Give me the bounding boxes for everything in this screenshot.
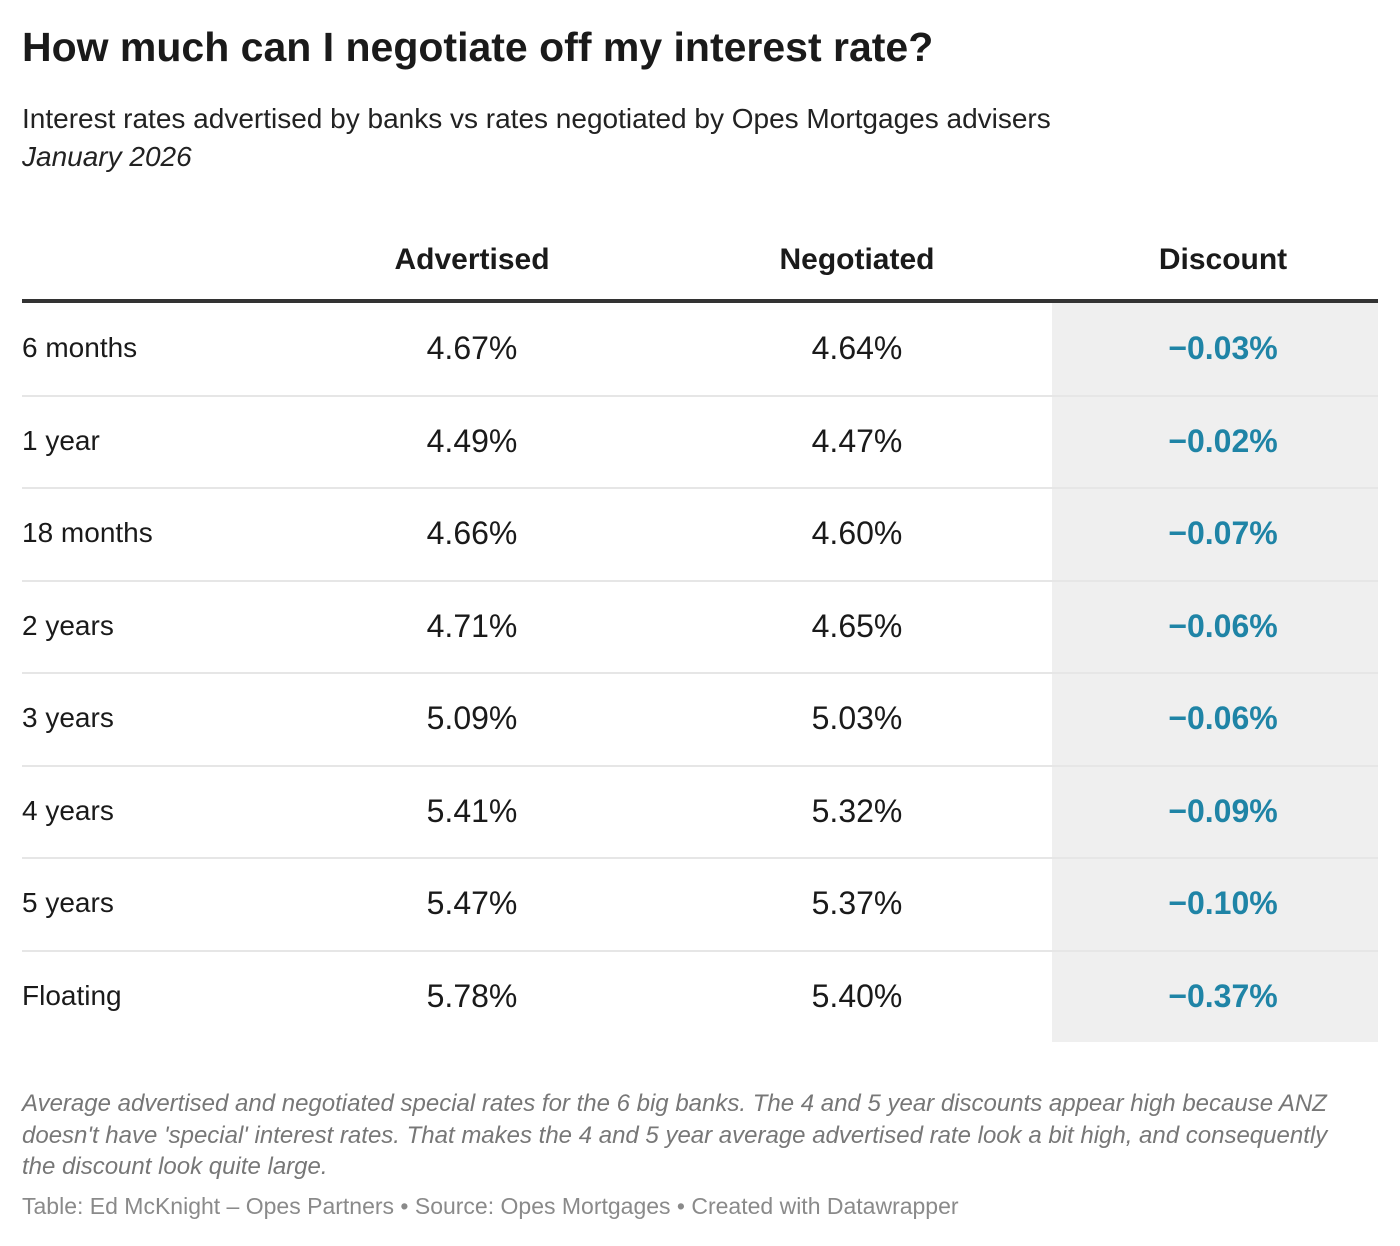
row-label: 5 years xyxy=(22,887,114,919)
rate-cell: 4.64% xyxy=(811,330,903,367)
rate-cell: 5.41% xyxy=(426,792,518,829)
discount-cell: −0.10% xyxy=(1168,885,1278,922)
discount-cell: −0.06% xyxy=(1168,700,1278,737)
column-header: Discount xyxy=(1158,243,1288,276)
rate-cell: 5.09% xyxy=(426,700,518,737)
column-header: Advertised xyxy=(394,243,550,276)
rate-cell: 5.03% xyxy=(811,700,903,737)
row-separator xyxy=(22,857,1378,859)
discount-cell: −0.02% xyxy=(1168,422,1278,459)
rate-cell: 4.60% xyxy=(811,515,903,552)
row-separator xyxy=(22,949,1378,952)
row-label: 1 year xyxy=(22,424,100,456)
discount-cell: −0.37% xyxy=(1168,977,1278,1014)
row-separator xyxy=(22,394,1378,397)
discount-cell: −0.07% xyxy=(1168,515,1278,552)
rate-cell: 5.37% xyxy=(811,885,903,922)
discount-cell: −0.09% xyxy=(1168,792,1278,829)
rate-cell: 5.78% xyxy=(426,977,518,1014)
row-label: 6 months xyxy=(22,332,138,364)
rate-cell: 5.32% xyxy=(811,792,903,829)
title: How much can I negotiate off my interest… xyxy=(22,24,934,70)
rate-cell: 4.65% xyxy=(811,607,903,644)
rate-cell: 4.47% xyxy=(811,422,903,459)
row-separator xyxy=(22,579,1378,582)
column-header: Negotiated xyxy=(779,243,935,276)
rate-cell: 4.66% xyxy=(426,515,518,552)
row-label: 18 months xyxy=(22,517,153,549)
notes: Average advertised and negotiated specia… xyxy=(22,1090,1328,1180)
row-separator xyxy=(22,764,1378,767)
date: January 2026 xyxy=(22,141,192,172)
row-label: 4 years xyxy=(22,794,114,826)
row-label: Floating xyxy=(22,979,122,1011)
row-separator xyxy=(22,672,1378,674)
rate-cell: 5.47% xyxy=(426,885,518,922)
subtitle: Interest rates advertised by banks vs ra… xyxy=(22,103,1051,134)
rate-cell: 4.49% xyxy=(426,422,518,459)
row-label: 3 years xyxy=(22,702,114,734)
discount-cell: −0.03% xyxy=(1168,330,1278,367)
row-label: 2 years xyxy=(22,609,114,641)
row-separator xyxy=(22,487,1378,489)
discount-cell: −0.06% xyxy=(1168,607,1278,644)
credit: Table: Ed McKnight – Opes Partners • Sou… xyxy=(22,1193,959,1219)
rate-cell: 5.40% xyxy=(811,977,903,1014)
rate-cell: 4.71% xyxy=(426,607,518,644)
header-rule xyxy=(22,299,1378,303)
rate-cell: 4.67% xyxy=(426,330,518,367)
